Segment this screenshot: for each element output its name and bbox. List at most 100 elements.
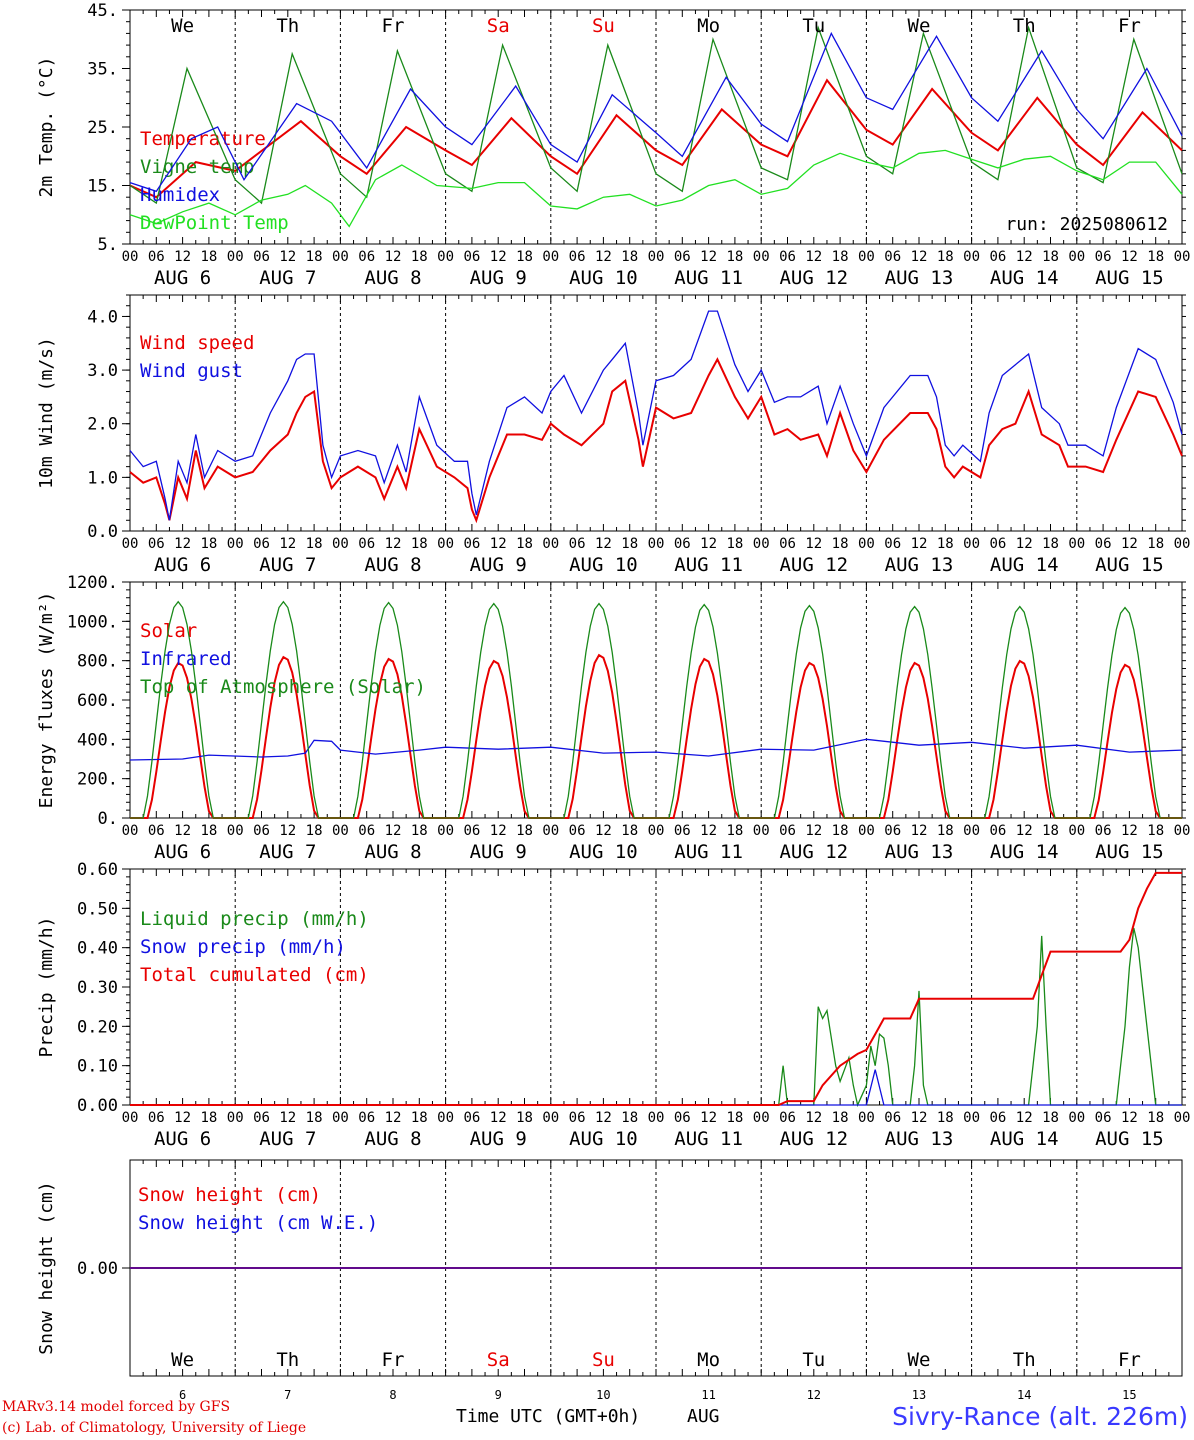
y-tick-label: 400. xyxy=(77,730,118,750)
hour-label: 18 xyxy=(1042,823,1059,839)
hour-label: 06 xyxy=(358,536,375,552)
hour-label: 00 xyxy=(542,249,559,265)
date-label: AUG 7 xyxy=(259,554,316,576)
hour-label: 00 xyxy=(122,249,139,265)
hour-label: 06 xyxy=(884,249,901,265)
hour-label: 00 xyxy=(542,823,559,839)
date-label: AUG 10 xyxy=(569,841,638,863)
date-label: AUG 11 xyxy=(674,841,743,863)
hour-label: 00 xyxy=(542,536,559,552)
hour-label: 18 xyxy=(832,536,849,552)
hour-label: 06 xyxy=(989,823,1006,839)
hour-label: 18 xyxy=(411,249,428,265)
hour-label: 18 xyxy=(411,536,428,552)
hour-label: 00 xyxy=(332,823,349,839)
series-line-infrared xyxy=(129,738,1183,761)
day-name-label: Su xyxy=(592,15,615,37)
day-number-label: 7 xyxy=(284,1388,291,1402)
y-tick-label: 0.10 xyxy=(77,1057,118,1077)
hour-label: 00 xyxy=(227,249,244,265)
hour-label: 00 xyxy=(648,823,665,839)
day-name-label: Fr xyxy=(382,15,405,37)
series-line-wind-gust xyxy=(129,310,1183,521)
date-label: AUG 13 xyxy=(885,554,954,576)
y-axis-title: 10m Wind (m/s) xyxy=(36,337,57,489)
hour-label: 00 xyxy=(1174,823,1191,839)
hour-label: 06 xyxy=(674,1110,691,1126)
hour-label: 18 xyxy=(937,823,954,839)
hour-label: 12 xyxy=(174,536,191,552)
hour-label: 12 xyxy=(805,536,822,552)
date-label: AUG 14 xyxy=(990,841,1059,863)
y-tick-label: 600. xyxy=(77,691,118,711)
hour-label: 12 xyxy=(805,823,822,839)
hour-label: 00 xyxy=(963,823,980,839)
y-tick-label: 2.0 xyxy=(87,415,118,435)
date-label: AUG 6 xyxy=(154,554,211,576)
y-tick-label: 0.0 xyxy=(87,522,118,542)
legend-entry: Liquid precip (mm/h) xyxy=(140,908,369,930)
hour-label: 00 xyxy=(648,1110,665,1126)
hour-label: 00 xyxy=(753,823,770,839)
date-label: AUG 10 xyxy=(569,554,638,576)
hour-label: 18 xyxy=(200,1110,217,1126)
day-name-label: Mo xyxy=(697,15,720,37)
hour-label: 12 xyxy=(595,1110,612,1126)
hour-label: 12 xyxy=(490,536,507,552)
hour-label: 12 xyxy=(911,1110,928,1126)
day-number-label: 9 xyxy=(495,1388,502,1402)
hour-label: 00 xyxy=(858,249,875,265)
day-name-label: Th xyxy=(276,15,299,37)
hour-label: 00 xyxy=(963,536,980,552)
hour-label: 12 xyxy=(279,823,296,839)
date-label: AUG 12 xyxy=(779,841,848,863)
day-number-label: 15 xyxy=(1122,1388,1136,1402)
day-name-label: We xyxy=(171,15,194,37)
hour-label: 18 xyxy=(516,1110,533,1126)
hour-label: 00 xyxy=(437,249,454,265)
hour-label: 12 xyxy=(1121,249,1138,265)
hour-label: 18 xyxy=(937,249,954,265)
hour-label: 12 xyxy=(1016,823,1033,839)
day-name-label: We xyxy=(908,15,931,37)
hour-label: 00 xyxy=(227,536,244,552)
hour-label: 06 xyxy=(674,536,691,552)
hour-label: 18 xyxy=(200,249,217,265)
hour-label: 12 xyxy=(1121,823,1138,839)
hour-label: 12 xyxy=(1121,536,1138,552)
hour-label: 06 xyxy=(253,536,270,552)
y-axis-title: Precip (mm/h) xyxy=(36,917,57,1058)
y-tick-label: 35. xyxy=(87,60,118,80)
date-label: AUG 6 xyxy=(154,267,211,289)
y-tick-label: 15. xyxy=(87,177,118,197)
month-label: AUG xyxy=(687,1406,720,1427)
hour-label: 12 xyxy=(1121,1110,1138,1126)
hour-label: 00 xyxy=(753,249,770,265)
legend-entry: Snow precip (mm/h) xyxy=(140,936,346,958)
day-name-label: Th xyxy=(1013,15,1036,37)
y-tick-label: 3.0 xyxy=(87,361,118,381)
hour-label: 06 xyxy=(1095,249,1112,265)
hour-label: 00 xyxy=(648,536,665,552)
hour-label: 00 xyxy=(227,1110,244,1126)
legend-entry: Infrared xyxy=(140,648,232,670)
hour-label: 00 xyxy=(1174,249,1191,265)
date-label: AUG 15 xyxy=(1095,554,1164,576)
y-tick-label: 4.0 xyxy=(87,307,118,327)
date-label: AUG 6 xyxy=(154,1128,211,1150)
hour-label: 12 xyxy=(595,823,612,839)
hour-label: 00 xyxy=(122,1110,139,1126)
hour-label: 18 xyxy=(1147,536,1164,552)
day-number-label: 6 xyxy=(179,1388,186,1402)
hour-label: 06 xyxy=(253,249,270,265)
day-name-label: Th xyxy=(276,1349,299,1371)
hour-label: 00 xyxy=(437,536,454,552)
date-label: AUG 11 xyxy=(674,554,743,576)
hour-label: 06 xyxy=(779,249,796,265)
hour-label: 18 xyxy=(306,1110,323,1126)
date-label: AUG 7 xyxy=(259,267,316,289)
hour-label: 00 xyxy=(963,249,980,265)
hour-label: 06 xyxy=(463,823,480,839)
date-label: AUG 11 xyxy=(674,267,743,289)
date-label: AUG 8 xyxy=(364,841,421,863)
